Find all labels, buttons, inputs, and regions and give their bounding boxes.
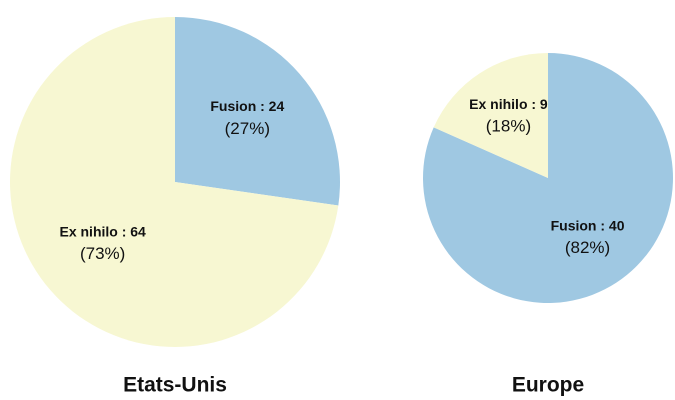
chart-title: Europe — [512, 374, 584, 397]
slice-percent: (82%) — [565, 238, 610, 257]
pie-slice — [9, 17, 339, 347]
slice-label: Fusion : 40 — [551, 217, 625, 233]
slice-percent: (27%) — [225, 119, 270, 138]
slice-label: Fusion : 24 — [210, 98, 284, 114]
slice-label: Ex nihilo : 9 — [469, 96, 548, 112]
pie-slice — [433, 53, 548, 178]
slice-percent: (73%) — [80, 244, 125, 263]
pie-slice — [423, 53, 673, 304]
slice-label: Ex nihilo : 64 — [59, 223, 146, 239]
chart-title: Etats-Unis — [123, 374, 227, 397]
pie-slice — [175, 17, 340, 206]
slice-percent: (18%) — [486, 117, 531, 136]
